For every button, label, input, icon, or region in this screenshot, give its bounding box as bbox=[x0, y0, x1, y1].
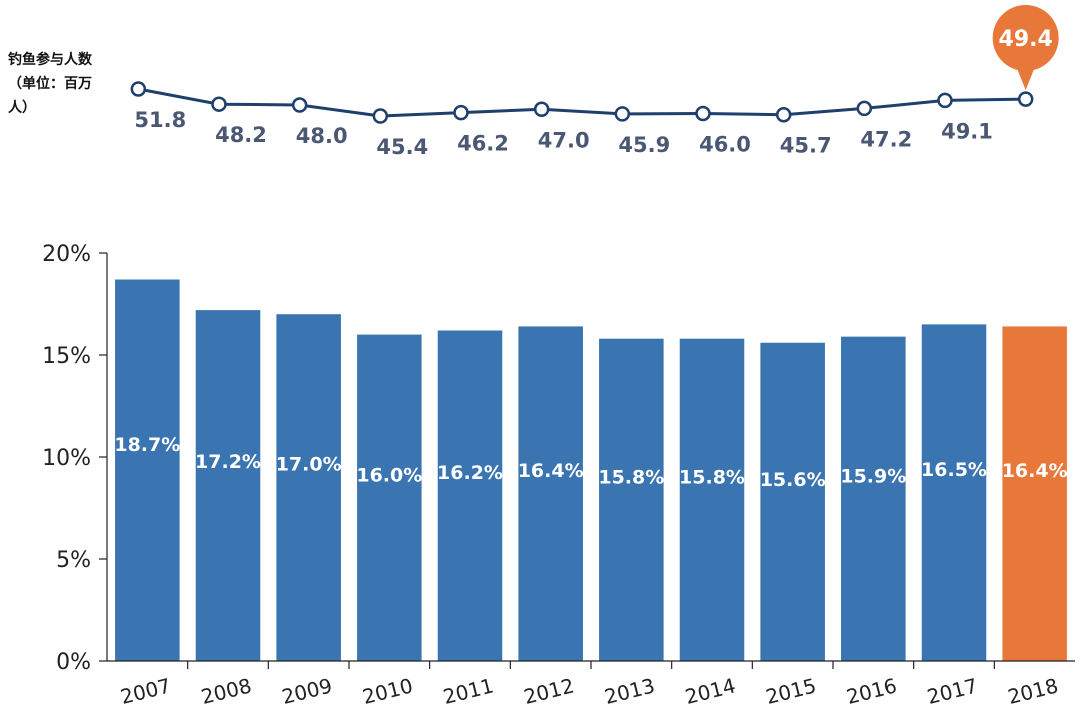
bar-chart: 18.7% 17.2% 17.0% 16.0% 16.2% 16.4% 15.8% 15.8%… bbox=[114, 279, 1068, 661]
line-value-label: 49.1 bbox=[941, 119, 993, 143]
bar-2012 bbox=[518, 326, 583, 661]
line-value-label: 48.0 bbox=[296, 124, 348, 148]
x-tick-label: 2010 bbox=[360, 673, 415, 709]
line-point-2008 bbox=[211, 96, 227, 112]
bar-value-label: 16.0% bbox=[356, 464, 422, 486]
y-tick-label: 20% bbox=[42, 242, 91, 267]
line-axis-label: 钓鱼参与人数 （单位：百万 人） bbox=[8, 48, 128, 120]
x-tick-label: 2018 bbox=[1005, 673, 1060, 709]
line-value-label: 51.8 bbox=[134, 108, 186, 132]
line-series bbox=[138, 87, 1026, 118]
line-value-label: 45.9 bbox=[618, 133, 670, 157]
x-tick-label: 2009 bbox=[279, 673, 334, 709]
line-point-2010 bbox=[372, 108, 389, 124]
bar-value-label: 16.2% bbox=[437, 462, 503, 484]
line-point-2007 bbox=[130, 81, 147, 97]
x-tick-label: 2017 bbox=[925, 673, 980, 709]
bar-2010 bbox=[357, 334, 422, 661]
bar-value-label: 16.4% bbox=[1002, 460, 1068, 482]
y-tick-label: 5% bbox=[56, 548, 91, 573]
line-axis-label-line-3: 人） bbox=[8, 100, 36, 116]
bar-value-label: 15.9% bbox=[840, 466, 906, 488]
bar-2009 bbox=[276, 314, 341, 661]
x-tick-label: 2011 bbox=[441, 673, 496, 709]
callout-pointer bbox=[1015, 65, 1036, 91]
line-value-label: 45.7 bbox=[780, 134, 832, 158]
x-tick-label: 2013 bbox=[602, 673, 657, 709]
bar-value-label: 16.4% bbox=[518, 460, 584, 482]
line-point-2013 bbox=[614, 106, 631, 122]
line-chart: 51.8 48.2 48.0 45.4 46.2 47.0 45.9 46.0 45.7 47.2… bbox=[130, 5, 1059, 159]
y-tick-label: 10% bbox=[42, 446, 91, 471]
y-tick-label: 15% bbox=[42, 344, 91, 369]
x-tick-label: 2016 bbox=[844, 673, 899, 709]
line-value-label: 47.2 bbox=[860, 127, 912, 151]
bar-2013 bbox=[599, 338, 664, 661]
line-point-2012 bbox=[533, 101, 550, 117]
line-value-label: 46.2 bbox=[457, 132, 509, 156]
line-axis-label-line-2: （单位：百万 bbox=[8, 76, 92, 92]
x-tick-label: 2012 bbox=[521, 673, 576, 709]
bar-value-label: 15.6% bbox=[760, 469, 826, 491]
bar-value-label: 15.8% bbox=[598, 467, 664, 489]
bar-2016 bbox=[841, 336, 906, 661]
line-point-2009 bbox=[291, 97, 308, 113]
bar-2018 bbox=[1002, 326, 1067, 661]
line-point-2017 bbox=[937, 92, 953, 109]
callout-bubble bbox=[992, 5, 1059, 71]
bar-2014 bbox=[679, 338, 745, 661]
line-point-2018 bbox=[1017, 91, 1034, 107]
x-tick-label: 2014 bbox=[683, 673, 738, 709]
bar-value-label: 18.7% bbox=[114, 434, 180, 456]
line-point-2011 bbox=[453, 104, 469, 121]
x-tick-label: 2007 bbox=[118, 673, 173, 709]
bar-2011 bbox=[437, 330, 503, 661]
bar-value-label: 16.5% bbox=[921, 459, 987, 481]
line-value-label: 48.2 bbox=[215, 123, 267, 147]
bar-value-label: 17.2% bbox=[195, 451, 261, 473]
bar-2015 bbox=[760, 342, 825, 661]
x-tick-label: 2015 bbox=[763, 673, 818, 709]
bar-2017 bbox=[921, 324, 987, 661]
line-value-label: 49.4 bbox=[999, 27, 1053, 52]
line-value-label: 47.0 bbox=[538, 128, 590, 152]
line-value-label: 45.4 bbox=[376, 135, 428, 159]
line-point-2016 bbox=[856, 100, 873, 117]
bar-2007 bbox=[115, 279, 180, 661]
bar-value-label: 15.8% bbox=[679, 467, 745, 489]
line-point-2014 bbox=[695, 105, 711, 122]
bar-value-label: 17.0% bbox=[276, 453, 342, 475]
line-axis-label-line-1: 钓鱼参与人数 bbox=[8, 52, 92, 68]
y-tick-label: 0% bbox=[56, 650, 91, 675]
line-point-2015 bbox=[775, 106, 792, 123]
line-value-label: 46.0 bbox=[699, 132, 751, 156]
bar-2008 bbox=[195, 310, 261, 661]
x-tick-label: 2008 bbox=[199, 673, 254, 709]
